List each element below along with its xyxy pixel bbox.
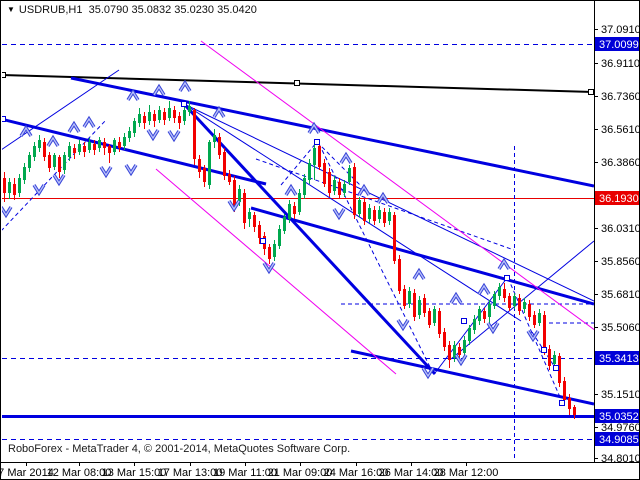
svg-text:34.9760: 34.9760	[601, 422, 640, 434]
svg-text:35.5060: 35.5060	[601, 322, 640, 334]
svg-text:28 Mar 12:00: 28 Mar 12:00	[434, 467, 499, 479]
chart-title-bar: ▼ USDRUB,H1 35.0790 35.0832 35.0230 35.04…	[7, 4, 257, 18]
svg-text:34.9085: 34.9085	[599, 434, 639, 446]
copyright-watermark: RoboForex - MetaTrader 4, © 2001-2014, M…	[8, 443, 351, 455]
svg-text:12 Mar 08:00: 12 Mar 08:00	[47, 467, 112, 479]
quote-close: 35.0420	[217, 4, 257, 16]
svg-text:26 Mar 14:00: 26 Mar 14:00	[379, 467, 444, 479]
fractal-down-arrows	[2, 129, 540, 380]
svg-text:36.1930: 36.1930	[599, 193, 639, 205]
svg-text:36.5610: 36.5610	[601, 124, 640, 136]
svg-text:35.8560: 35.8560	[601, 256, 640, 268]
object-handles	[2, 72, 594, 406]
svg-text:19 Mar 11:00: 19 Mar 11:00	[213, 467, 277, 479]
plot-layers	[2, 40, 594, 459]
chart-symbol-period: USDRUB,H1	[18, 4, 83, 16]
svg-text:35.6810: 35.6810	[601, 289, 640, 301]
svg-text:35.0352: 35.0352	[599, 411, 639, 423]
svg-text:24 Mar 16:00: 24 Mar 16:00	[324, 467, 389, 479]
svg-text:17 Mar 13:00: 17 Mar 13:00	[158, 467, 223, 479]
symbol-dropdown-arrow-icon[interactable]: ▼	[7, 5, 15, 14]
svg-text:36.9110: 36.9110	[601, 58, 640, 70]
quote-low: 35.0230	[174, 4, 215, 16]
candles	[3, 101, 576, 419]
svg-text:13 Mar 15:00: 13 Mar 15:00	[102, 467, 167, 479]
svg-text:36.3860: 36.3860	[601, 157, 640, 169]
svg-text:7 Mar 2014: 7 Mar 2014	[1, 467, 54, 479]
quote-high: 35.0832	[131, 4, 172, 16]
svg-text:36.7360: 36.7360	[601, 91, 640, 103]
horizontal-level-lines	[2, 44, 594, 440]
price-axis: 37.0910 36.9110 36.7360 36.5610 36.3860 36.03…	[594, 24, 640, 465]
svg-text:21 Mar 09:00: 21 Mar 09:00	[268, 467, 333, 479]
svg-text:37.0099: 37.0099	[599, 39, 639, 51]
quote-open: 35.0790	[88, 4, 129, 16]
svg-text:37.0910: 37.0910	[601, 24, 640, 36]
trendlines	[2, 40, 594, 406]
svg-text:35.1510: 35.1510	[601, 389, 640, 401]
svg-text:34.8010: 34.8010	[601, 453, 640, 465]
axis-frame	[1, 1, 639, 463]
svg-text:35.3413: 35.3413	[599, 353, 639, 365]
svg-text:36.0310: 36.0310	[601, 223, 640, 235]
fractal-up-arrows	[19, 79, 511, 304]
